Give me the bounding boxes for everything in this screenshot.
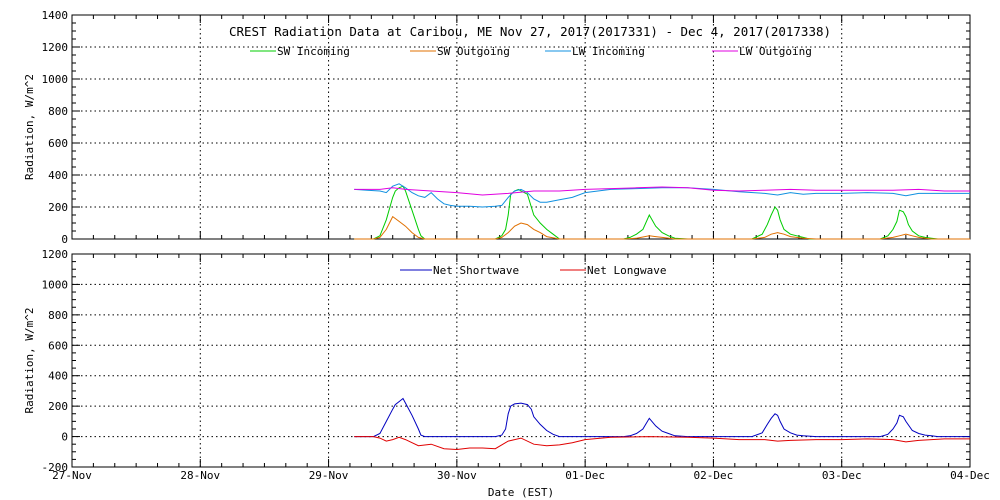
y-tick-label: 600: [48, 137, 68, 150]
y-tick-label: 600: [48, 339, 68, 352]
y-tick-label: 0: [61, 431, 68, 444]
y-tick-label: 800: [48, 309, 68, 322]
y-tick-label: 1200: [42, 41, 69, 54]
legend-label: SW Outgoing: [437, 45, 510, 58]
x-tick-label: 28-Nov: [180, 469, 220, 482]
chart-title: CREST Radiation Data at Caribou, ME Nov …: [229, 24, 831, 39]
y-tick-label: 400: [48, 370, 68, 383]
series-line-sw-outgoing: [354, 215, 970, 240]
plot-frame: [71, 14, 971, 240]
x-tick-label: 30-Nov: [437, 469, 477, 482]
bottom-panel: -200 0 200 400 600 800 1000 1200 Radiation, W/m^…: [23, 248, 990, 499]
y-tick-label: 200: [48, 400, 68, 413]
series-line-lw-incoming: [354, 183, 970, 208]
x-tick-label: 02-Dec: [694, 469, 734, 482]
legend-label: LW Incoming: [572, 45, 645, 58]
y-axis-label: Radiation, W/m^2: [23, 308, 36, 414]
series-line-net-longwave: [354, 436, 970, 451]
x-tick-label: 01-Dec: [565, 469, 605, 482]
legend-label: Net Longwave: [587, 264, 666, 277]
y-tick-label: 1400: [42, 9, 69, 22]
legend-label: LW Outgoing: [739, 45, 812, 58]
x-tick-label: 29-Nov: [309, 469, 349, 482]
x-axis-label: Date (EST): [488, 486, 554, 499]
top-panel: 0 200 400 600 800 1000 1200 1400 Radiation, W/m^…: [23, 9, 971, 246]
y-tick-label: 0: [61, 233, 68, 246]
y-tick-label: 1000: [42, 278, 69, 291]
legend-label: Net Shortwave: [433, 264, 519, 277]
legend-label: SW Incoming: [277, 45, 350, 58]
series-line-net-shortwave: [354, 397, 970, 438]
plot-frame: [71, 253, 971, 468]
y-tick-label: 800: [48, 105, 68, 118]
y-tick-label: 400: [48, 169, 68, 182]
y-tick-label: -200: [42, 461, 69, 474]
series-line-lw-outgoing: [354, 186, 970, 196]
y-tick-label: 1200: [42, 248, 69, 261]
x-tick-label: 03-Dec: [822, 469, 862, 482]
y-axis-label: Radiation, W/m^2: [23, 74, 36, 180]
series-line-sw-incoming: [354, 185, 970, 240]
y-tick-label: 1000: [42, 73, 69, 86]
x-tick-label: 04-Dec: [950, 469, 990, 482]
x-tick-label: 27-Nov: [52, 469, 92, 482]
y-tick-label: 200: [48, 201, 68, 214]
